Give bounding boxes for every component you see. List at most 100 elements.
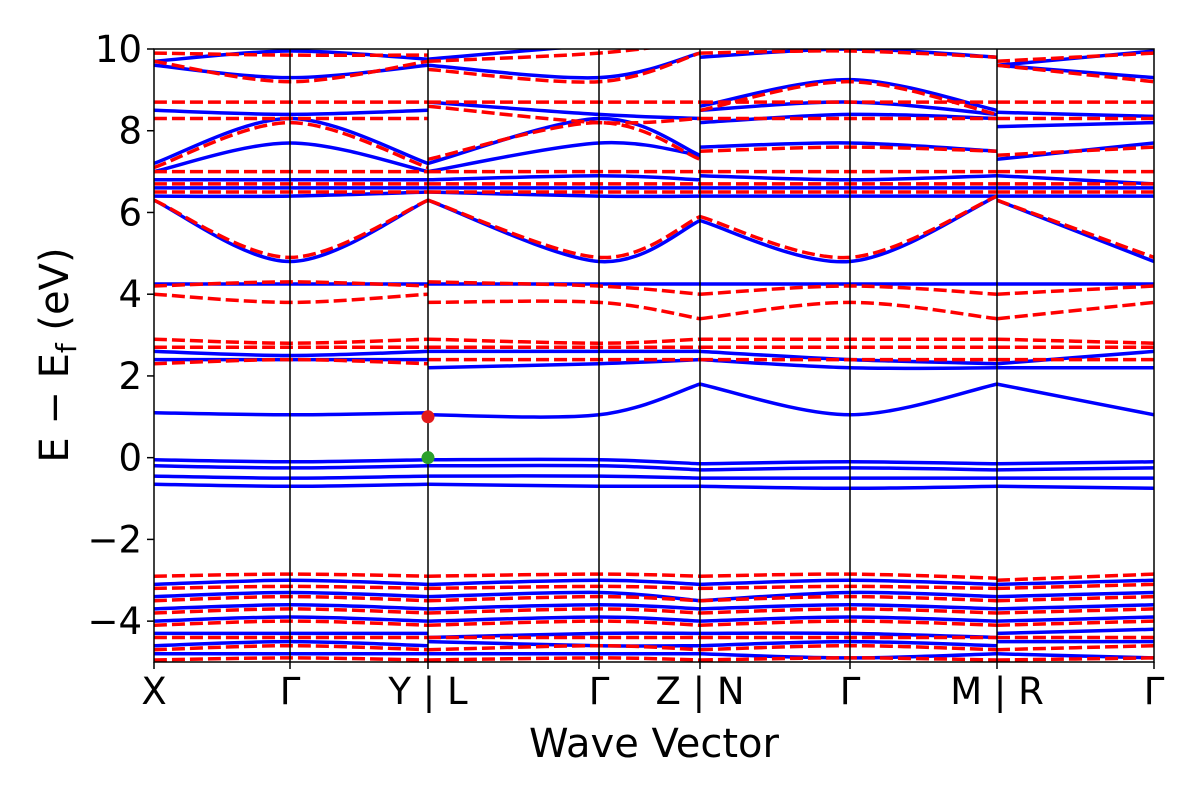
dashed-band-line <box>154 619 429 627</box>
solid-band-line <box>996 615 1154 623</box>
dashed-band-line <box>427 572 701 578</box>
dashed-band-line <box>154 607 429 615</box>
x-axis-label: Wave Vector <box>529 721 780 767</box>
dashed-band-line <box>427 643 701 652</box>
dashed-band-line <box>699 619 998 627</box>
dashed-band-line <box>427 120 701 162</box>
x-tick-label: Y | L <box>387 670 468 713</box>
solid-band-line <box>154 464 429 470</box>
solid-band-line <box>996 578 1154 587</box>
dashed-band-line <box>427 584 701 591</box>
dashed-band-line <box>427 299 701 321</box>
y-tick-label: 10 <box>95 28 142 71</box>
dashed-band-line <box>427 656 701 662</box>
x-tick-label: Γ <box>1144 670 1165 713</box>
y-axis-label-main: E − E <box>32 353 78 463</box>
plot-frame <box>153 48 1155 663</box>
solid-band-line <box>996 603 1154 611</box>
dashed-band-line <box>427 51 701 84</box>
solid-band-line <box>427 482 701 489</box>
solid-band-line <box>996 590 1154 599</box>
y-tick-label: −2 <box>87 518 142 561</box>
x-tick-label: Γ <box>589 670 610 713</box>
solid-band-line <box>996 382 1154 417</box>
solid-band-line <box>154 108 429 117</box>
dashed-band-line <box>427 104 701 125</box>
solid-band-line <box>996 198 1154 264</box>
solid-band-line <box>699 578 998 587</box>
dashed-band-line <box>996 51 1154 64</box>
solid-band-line <box>154 410 429 417</box>
kpoint-lines <box>289 49 998 662</box>
markers-layer <box>421 410 435 465</box>
dashed-band-line <box>427 607 701 615</box>
solid-band-line <box>427 457 701 466</box>
solid-band-line <box>427 198 701 264</box>
dashed-band-line <box>996 594 1154 603</box>
solid-band-line <box>427 51 701 80</box>
solid-band-line <box>996 120 1154 129</box>
dashed-band-line <box>996 300 1154 321</box>
dashed-band-line <box>699 643 998 652</box>
solid-band-line <box>427 116 701 166</box>
x-tick-label: Z | N <box>655 670 744 713</box>
dashed-band-line <box>154 656 429 662</box>
dashed-band-line <box>996 643 1154 652</box>
dashed-band-line <box>996 582 1154 591</box>
x-tick-label: X <box>141 670 166 713</box>
dashed-band-line <box>699 300 998 321</box>
dashed-band-line <box>996 284 1154 296</box>
y-tick-label: −4 <box>87 600 142 643</box>
dashed-band-line <box>427 337 701 345</box>
solid-band-line <box>154 198 429 264</box>
dashed-band-line <box>699 284 998 296</box>
dashed-band-line <box>996 607 1154 615</box>
dashed-band-line <box>154 572 429 578</box>
dashed-band-line <box>154 337 429 345</box>
y-tick-label: 0 <box>118 437 142 480</box>
solid-band-line <box>427 603 701 611</box>
solid-band-line <box>154 578 429 587</box>
band-edge-marker <box>421 451 435 465</box>
solid-band-line <box>427 463 701 472</box>
solid-band-line <box>699 194 998 264</box>
x-axis-ticks: X Γ Y | L Γ Z | N Γ M | R Γ <box>141 662 1165 713</box>
solid-band-line <box>427 49 568 61</box>
dashed-band-line <box>996 656 1154 662</box>
dashed-band-line <box>996 572 1154 583</box>
dashed-band-line <box>699 656 998 662</box>
y-tick-label: 8 <box>118 110 142 153</box>
solid-band-line <box>699 484 998 491</box>
solid-band-line <box>154 457 429 464</box>
dashed-band-line <box>996 337 1154 345</box>
dashed-band-line <box>427 619 701 627</box>
solid-band-line <box>996 484 1154 491</box>
dashed-band-line <box>699 572 998 580</box>
dashed-band-line <box>154 643 429 652</box>
dashed-band-line <box>699 607 998 615</box>
solid-band-line <box>427 100 701 121</box>
solid-band-line <box>996 110 1154 119</box>
dashed-band-line <box>699 194 998 260</box>
x-tick-label: Γ <box>280 670 301 713</box>
solid-band-line <box>154 63 429 80</box>
y-tick-label: 4 <box>118 273 142 316</box>
dashed-band-line <box>699 584 998 591</box>
dashed-band-line <box>427 594 701 603</box>
y-axis-label-sub: f <box>50 342 83 353</box>
band-edge-marker <box>421 410 435 424</box>
solid-band-line <box>996 460 1154 466</box>
solid-band-line <box>427 173 701 182</box>
solid-band-line <box>699 460 998 466</box>
dashed-band-line <box>996 198 1154 260</box>
solid-band-line <box>154 349 429 358</box>
solid-band-line <box>427 382 701 419</box>
x-tick-label: M | R <box>950 670 1044 713</box>
y-axis-ticks: −4 −2 0 2 4 6 8 10 <box>87 28 154 643</box>
dashed-band-line <box>154 584 429 591</box>
solid-band-series <box>154 49 1154 660</box>
dashed-band-line <box>154 594 429 603</box>
dashed-band-line <box>996 63 1154 84</box>
solid-band-line <box>699 173 998 182</box>
